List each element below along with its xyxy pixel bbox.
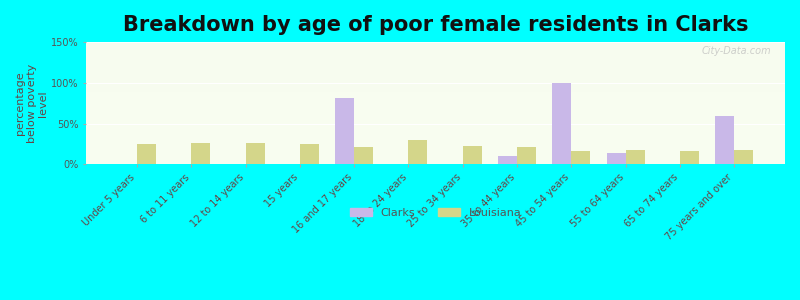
Bar — [715, 116, 734, 164]
Bar — [680, 151, 699, 164]
Y-axis label: percentage
below poverty
level: percentage below poverty level — [15, 64, 48, 143]
Bar — [517, 147, 536, 164]
Bar — [626, 150, 645, 164]
Bar — [734, 150, 754, 164]
Bar — [300, 144, 319, 164]
Bar — [606, 153, 626, 164]
Bar — [191, 143, 210, 164]
Legend: Clarks, Louisiana: Clarks, Louisiana — [346, 204, 526, 223]
Bar — [498, 156, 517, 164]
Bar — [137, 144, 156, 164]
Bar — [552, 83, 571, 164]
Title: Breakdown by age of poor female residents in Clarks: Breakdown by age of poor female resident… — [123, 15, 748, 35]
Bar — [409, 140, 427, 164]
Text: City-Data.com: City-Data.com — [702, 46, 771, 56]
Bar — [462, 146, 482, 164]
Bar — [246, 143, 265, 164]
Bar — [571, 151, 590, 164]
Bar — [335, 98, 354, 164]
Bar — [354, 147, 373, 164]
